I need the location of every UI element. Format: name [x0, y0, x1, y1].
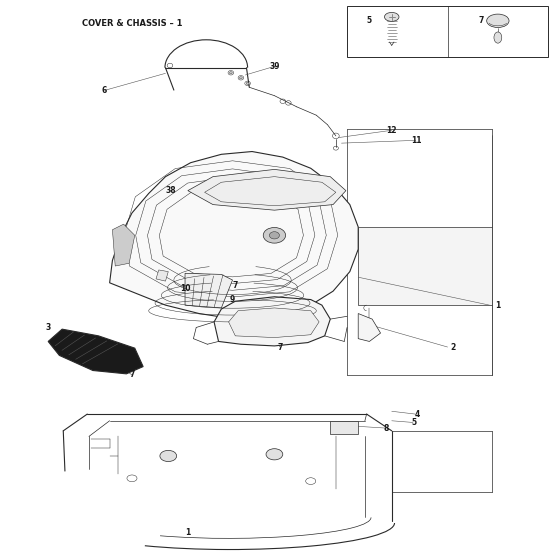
Polygon shape	[110, 152, 358, 319]
Polygon shape	[156, 270, 168, 281]
Ellipse shape	[230, 72, 232, 74]
Text: 1: 1	[495, 301, 501, 310]
Ellipse shape	[494, 32, 502, 43]
Text: COVER & CHASSIS – 1: COVER & CHASSIS – 1	[82, 18, 182, 27]
Ellipse shape	[385, 12, 399, 21]
Text: 7: 7	[478, 16, 484, 25]
Text: 7: 7	[277, 343, 283, 352]
Polygon shape	[188, 169, 346, 210]
Polygon shape	[48, 329, 143, 374]
Ellipse shape	[263, 227, 286, 243]
Text: 3: 3	[45, 323, 51, 332]
Text: 9: 9	[230, 295, 235, 304]
Text: 39: 39	[269, 62, 279, 71]
Text: 7: 7	[232, 281, 238, 290]
Text: 38: 38	[166, 186, 176, 195]
Polygon shape	[185, 273, 232, 308]
Text: 7: 7	[129, 371, 134, 380]
Text: 6: 6	[101, 86, 106, 95]
Polygon shape	[358, 314, 381, 342]
Ellipse shape	[160, 450, 176, 461]
Ellipse shape	[246, 82, 249, 85]
Ellipse shape	[269, 232, 279, 239]
Text: 11: 11	[412, 136, 422, 145]
Polygon shape	[214, 297, 330, 346]
Polygon shape	[113, 224, 135, 266]
Text: 5: 5	[412, 418, 417, 427]
Ellipse shape	[240, 77, 242, 79]
Text: 2: 2	[451, 343, 456, 352]
Text: 5: 5	[367, 16, 372, 25]
Ellipse shape	[266, 449, 283, 460]
Polygon shape	[228, 308, 319, 338]
Text: 8: 8	[384, 423, 389, 432]
Bar	[347, 6, 548, 57]
Text: 12: 12	[386, 126, 397, 135]
Text: 4: 4	[414, 409, 419, 418]
Polygon shape	[358, 227, 492, 305]
Polygon shape	[330, 421, 358, 433]
Ellipse shape	[487, 14, 509, 27]
Text: 1: 1	[185, 528, 190, 537]
Text: 10: 10	[180, 284, 190, 293]
